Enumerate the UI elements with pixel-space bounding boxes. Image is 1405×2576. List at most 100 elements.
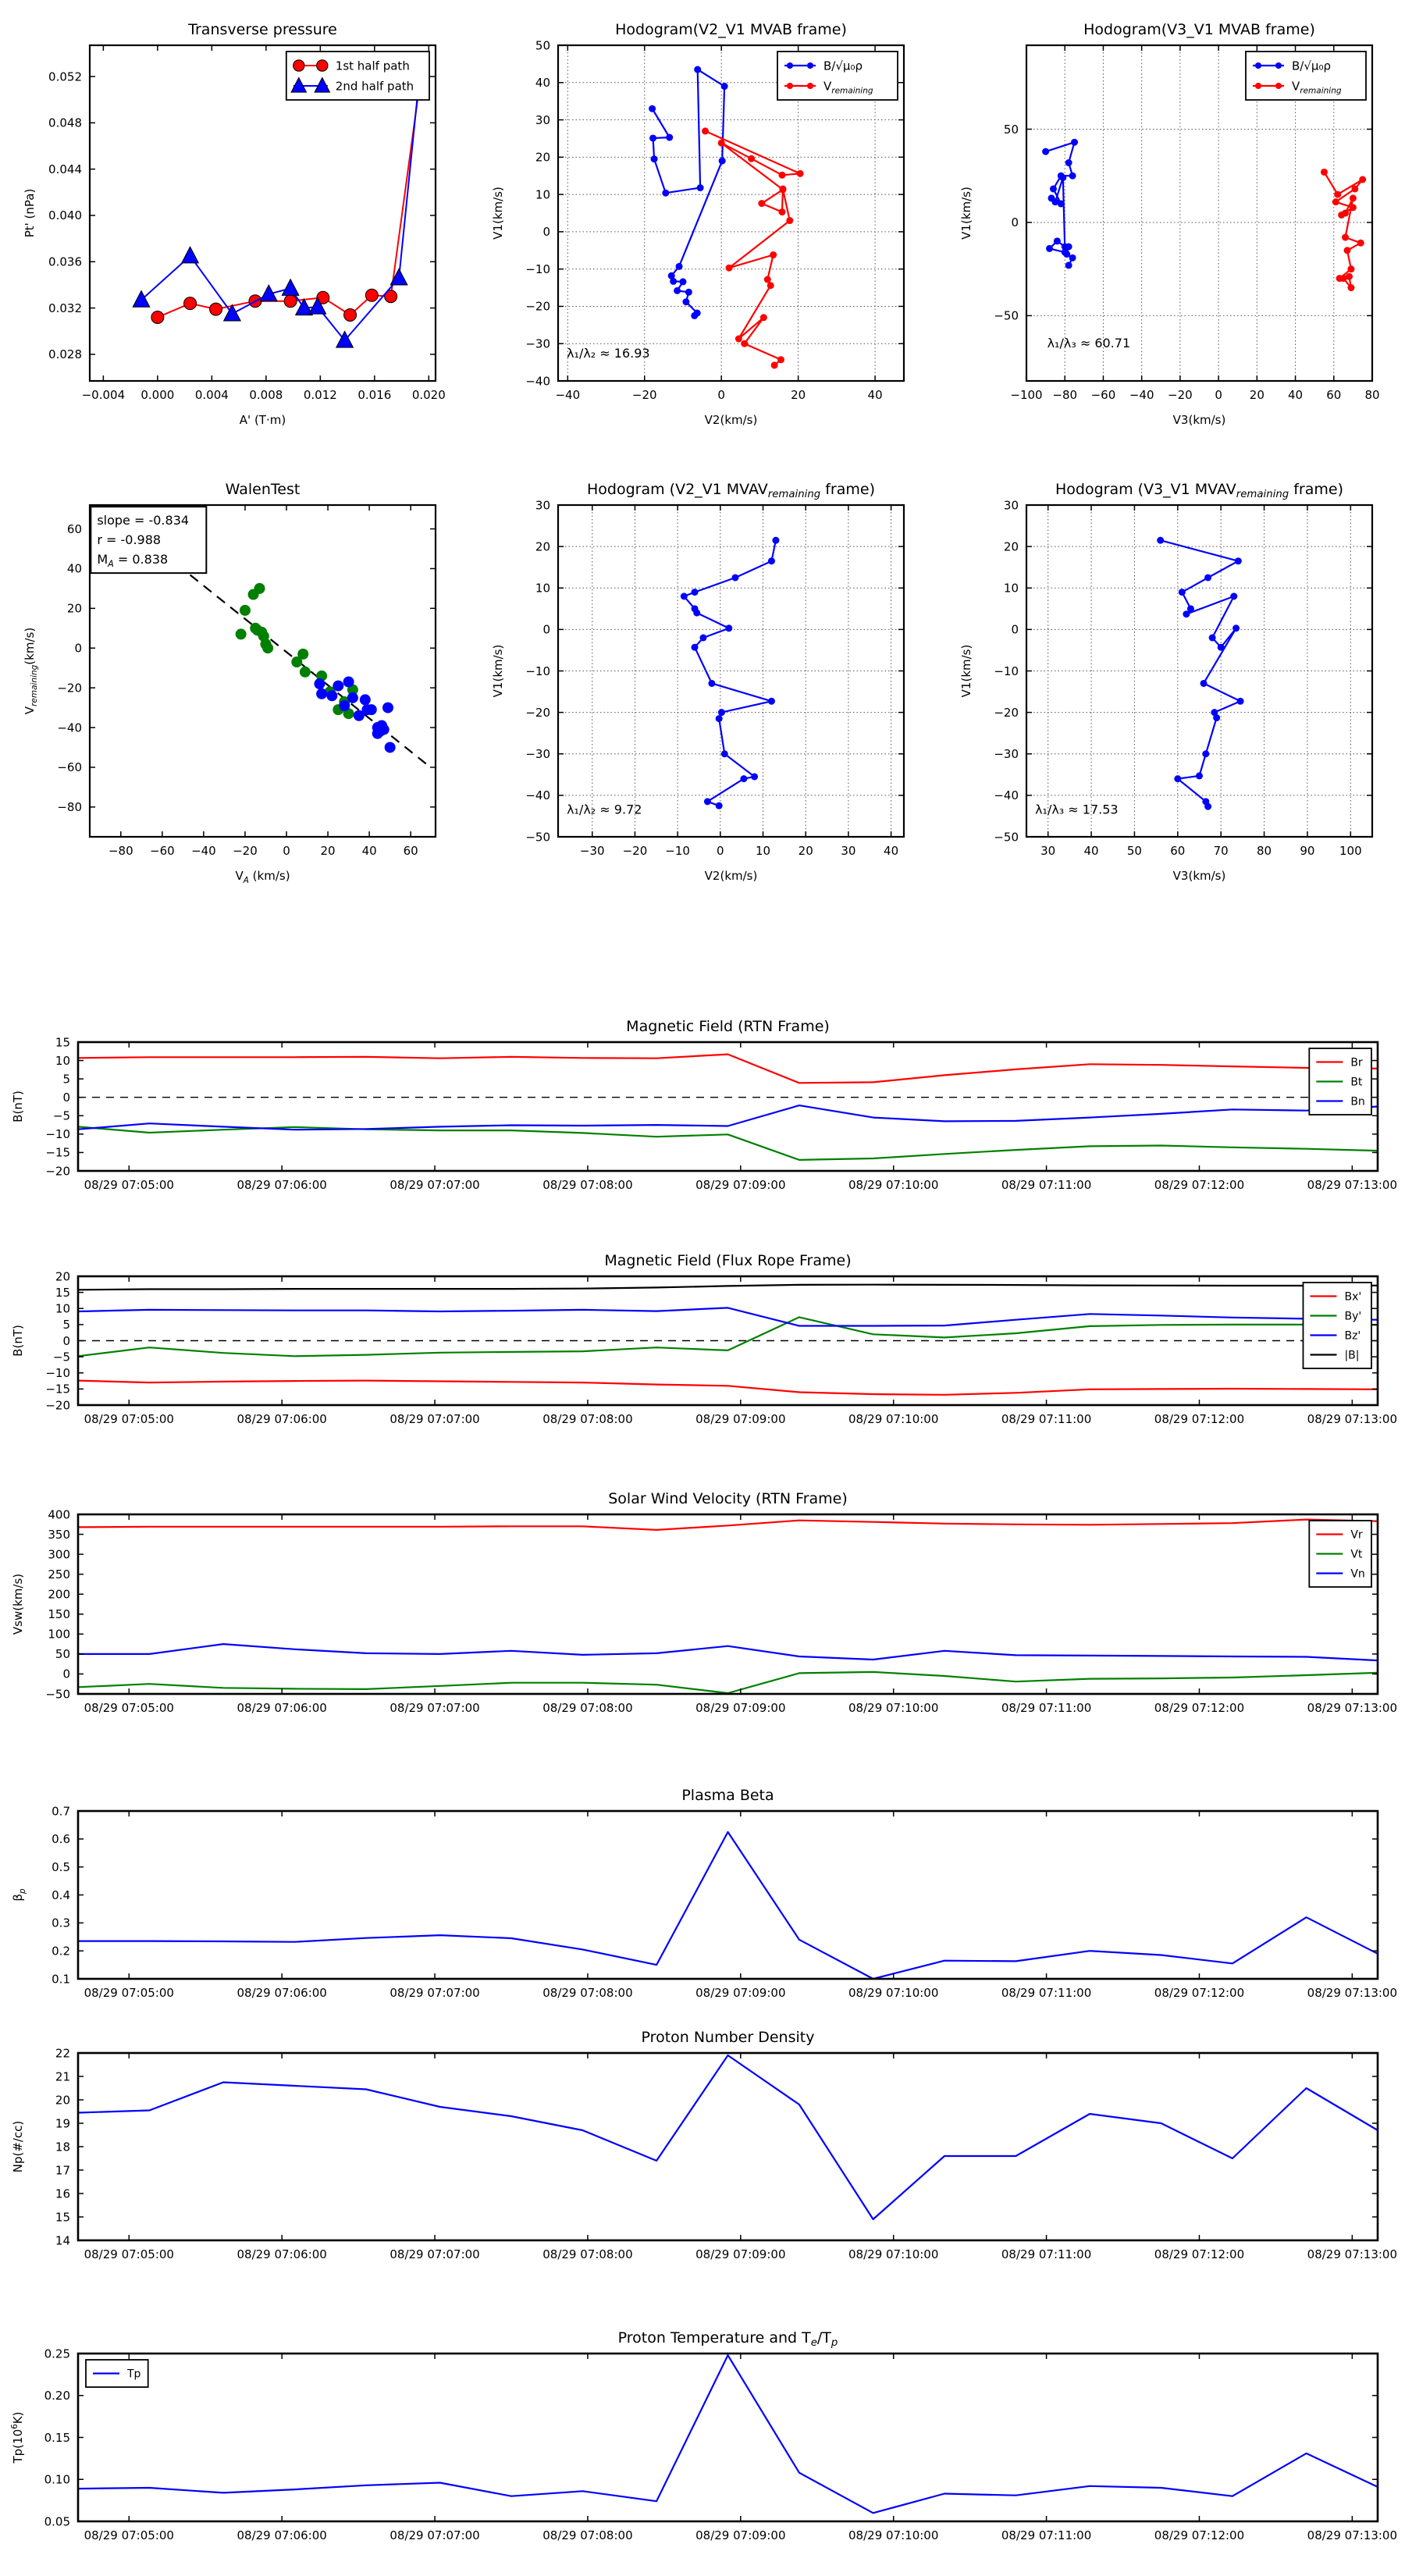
chart-hodogram-v2v1-mvav: −30 −20 −10 0 10 20 30 40 −50 −40 −30 −20 −10 0 10 20 30… — [468, 457, 937, 925]
x-tick-label: 08/29 07:07:00 — [389, 2528, 479, 2542]
x-tick-label: 08/29 07:08:00 — [542, 1178, 632, 1192]
chart-solar-wind-velocity: 08/29 07:05:00 08/29 07:06:00 08/29 07:07:… — [0, 1479, 1405, 1776]
x-tick-label: 0 — [717, 388, 725, 402]
ticks — [78, 1276, 1378, 1406]
y-tick-label: 0.6 — [52, 1832, 70, 1846]
series-b-path — [680, 536, 780, 809]
y-tick-label: 40 — [67, 562, 82, 576]
chart-title: Magnetic Field (RTN Frame) — [626, 1018, 830, 1035]
y-tick-label: 40 — [535, 76, 550, 90]
series-group — [132, 80, 428, 348]
y-tick-label: 250 — [48, 1567, 70, 1582]
y-tick-label: −20 — [45, 1398, 70, 1412]
ticks — [90, 45, 436, 381]
x-tick-label: 08/29 07:08:00 — [542, 1701, 632, 1715]
y-tick-label: 30 — [535, 113, 550, 127]
x-tick-label: 08/29 07:10:00 — [848, 1701, 938, 1715]
y-tick-label: 20 — [55, 1269, 70, 1283]
series-group — [649, 66, 804, 369]
ticks — [1026, 504, 1372, 838]
chart-title: Hodogram(V2_V1 MVAB frame) — [615, 21, 847, 38]
y-tick-label: 0.052 — [48, 69, 82, 84]
x-tick-label: 20 — [1250, 388, 1264, 402]
x-tick-label: 08/29 07:06:00 — [237, 1986, 326, 2000]
x-tick-label: 60 — [1170, 844, 1185, 858]
series-group — [680, 536, 780, 809]
mag-fluxrope-svg: 08/29 07:05:00 08/29 07:06:00 08/29 07:07:… — [0, 1241, 1405, 1479]
series-group — [77, 1283, 1378, 1396]
y-tick-label: 50 — [1004, 123, 1019, 137]
x-tick-label: 08/29 07:05:00 — [84, 2247, 174, 2261]
series-bt — [77, 1126, 1378, 1161]
x-tick-label: 10 — [756, 844, 770, 858]
legend-label: Vremaining — [1292, 79, 1342, 95]
x-tick-label: 08/29 07:10:00 — [848, 1178, 938, 1192]
x-tick-label: 08/29 07:08:00 — [542, 2247, 632, 2261]
y-tick-label: −20 — [45, 1164, 70, 1178]
x-tick-label: −20 — [1168, 388, 1193, 402]
x-tick-label: 90 — [1300, 844, 1314, 858]
y-tick-label: −50 — [994, 830, 1019, 844]
x-tick-label: 08/29 07:07:00 — [389, 1986, 479, 2000]
series-br — [77, 1053, 1378, 1084]
ticks — [78, 2353, 1378, 2522]
y-tick-label: 20 — [55, 2093, 70, 2107]
x-tick-label: 08/29 07:09:00 — [695, 1701, 785, 1715]
y-tick-label: −20 — [525, 706, 550, 720]
time-series-panels: 08/29 07:05:00 08/29 07:06:00 08/29 07:07:… — [0, 1007, 1405, 2576]
x-tick-label: 08/29 07:06:00 — [237, 2247, 326, 2261]
axes-border — [76, 1041, 1379, 1172]
x-tick-label: 0.020 — [412, 388, 446, 402]
y-tick-label: 100 — [48, 1628, 70, 1642]
x-tick-label: 30 — [1040, 844, 1055, 858]
y-tick-label: 0 — [62, 1091, 70, 1105]
legend: Tp — [85, 2359, 149, 2388]
series-tp — [77, 2354, 1378, 2514]
x-tick-label: 08/29 07:06:00 — [237, 1412, 326, 1426]
chart-title: WalenTest — [226, 481, 301, 498]
x-tick-label: 100 — [1339, 844, 1362, 858]
y-tick-label: 0.2 — [52, 1944, 70, 1958]
y-tick-label: −40 — [525, 788, 550, 802]
x-axis-label: A' (T·m) — [240, 413, 286, 427]
y-tick-label: 19 — [55, 2116, 70, 2130]
y-tick-label: 22 — [55, 2046, 70, 2060]
y-tick-label: 0 — [1011, 623, 1019, 637]
x-axis-label: V3(km/s) — [1173, 413, 1226, 427]
x-tick-label: 08/29 07:12:00 — [1154, 2247, 1244, 2261]
series-group — [77, 2054, 1378, 2221]
x-tick-label: −20 — [623, 844, 648, 858]
y-tick-label: 21 — [55, 2069, 70, 2083]
x-tick-label: 08/29 07:05:00 — [84, 2528, 174, 2542]
x-tick-label: 08/29 07:11:00 — [1001, 2528, 1091, 2542]
proton-density-svg: 08/29 07:05:00 08/29 07:06:00 08/29 07:07:… — [0, 2018, 1405, 2318]
chart-title: Hodogram (V2_V1 MVAVremaining frame) — [587, 481, 875, 500]
x-axis-label: V2(km/s) — [705, 869, 758, 883]
annotation: λ₁/λ₃ ≈ 60.71 — [1048, 336, 1131, 350]
x-axis-label: V3(km/s) — [1173, 869, 1226, 883]
y-tick-label: 0 — [62, 1334, 70, 1348]
axes-border — [76, 1513, 1379, 1695]
chart-title: Proton Number Density — [642, 2029, 815, 2046]
y-axis-label: B(nT) — [11, 1091, 25, 1123]
x-tick-label: 08/29 07:08:00 — [542, 2528, 632, 2542]
legend-label: |B| — [1344, 1350, 1359, 1362]
legend-label: By' — [1344, 1311, 1361, 1323]
x-tick-label: 0.000 — [140, 388, 174, 402]
y-tick-label: 300 — [48, 1547, 70, 1561]
series-np — [77, 2054, 1378, 2221]
x-tick-label: 40 — [362, 844, 377, 858]
x-tick-label: 80 — [1257, 844, 1272, 858]
y-tick-label: 0.7 — [52, 1804, 70, 1818]
y-tick-label: 20 — [67, 602, 82, 616]
x-tick-label: 08/29 07:11:00 — [1001, 1412, 1091, 1426]
chart-title: Magnetic Field (Flux Rope Frame) — [604, 1252, 851, 1269]
hodogram-v3v1-mvav-svg: 30 40 50 60 70 80 90 100 −50 −40 −30 −20 −10 0 10 20 30 H… — [937, 457, 1405, 925]
x-tick-label: 0 — [717, 844, 724, 858]
x-tick-label: 40 — [868, 388, 883, 402]
y-axis-label: V1(km/s) — [491, 187, 505, 240]
y-axis-label: Np(#/cc) — [11, 2121, 25, 2173]
y-tick-label: 0.040 — [48, 208, 82, 222]
x-tick-label: −20 — [233, 844, 258, 858]
